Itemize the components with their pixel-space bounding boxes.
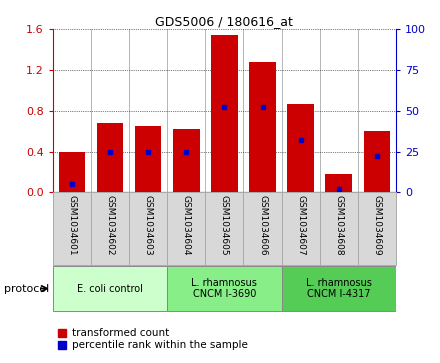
Text: GSM1034602: GSM1034602 [106, 195, 114, 255]
FancyBboxPatch shape [53, 266, 167, 311]
Text: L. rhamnosus
CNCM I-4317: L. rhamnosus CNCM I-4317 [306, 278, 372, 299]
Bar [173, 129, 200, 192]
Bar [59, 152, 85, 192]
Bar [287, 103, 314, 192]
Text: GSM1034607: GSM1034607 [296, 195, 305, 256]
Bar [363, 131, 390, 192]
Text: L. rhamnosus
CNCM I-3690: L. rhamnosus CNCM I-3690 [191, 278, 257, 299]
FancyBboxPatch shape [358, 192, 396, 265]
Text: GSM1034608: GSM1034608 [334, 195, 343, 256]
FancyBboxPatch shape [167, 192, 205, 265]
Bar [249, 62, 276, 192]
FancyBboxPatch shape [320, 192, 358, 265]
Bar [135, 126, 161, 192]
Bar [211, 35, 238, 192]
Text: GSM1034605: GSM1034605 [220, 195, 229, 256]
Text: GSM1034609: GSM1034609 [372, 195, 381, 256]
Text: E. coli control: E. coli control [77, 284, 143, 294]
Legend: transformed count, percentile rank within the sample: transformed count, percentile rank withi… [58, 328, 247, 350]
FancyBboxPatch shape [53, 192, 91, 265]
Text: GSM1034604: GSM1034604 [182, 195, 191, 255]
FancyBboxPatch shape [205, 192, 243, 265]
Bar [97, 123, 123, 192]
Text: GSM1034606: GSM1034606 [258, 195, 267, 256]
Text: GSM1034601: GSM1034601 [67, 195, 77, 256]
FancyBboxPatch shape [282, 192, 320, 265]
Bar [326, 174, 352, 192]
FancyBboxPatch shape [91, 192, 129, 265]
Title: GDS5006 / 180616_at: GDS5006 / 180616_at [155, 15, 293, 28]
FancyBboxPatch shape [167, 266, 282, 311]
FancyBboxPatch shape [243, 192, 282, 265]
FancyBboxPatch shape [129, 192, 167, 265]
Text: protocol: protocol [4, 284, 50, 294]
Text: GSM1034603: GSM1034603 [143, 195, 153, 256]
FancyBboxPatch shape [282, 266, 396, 311]
